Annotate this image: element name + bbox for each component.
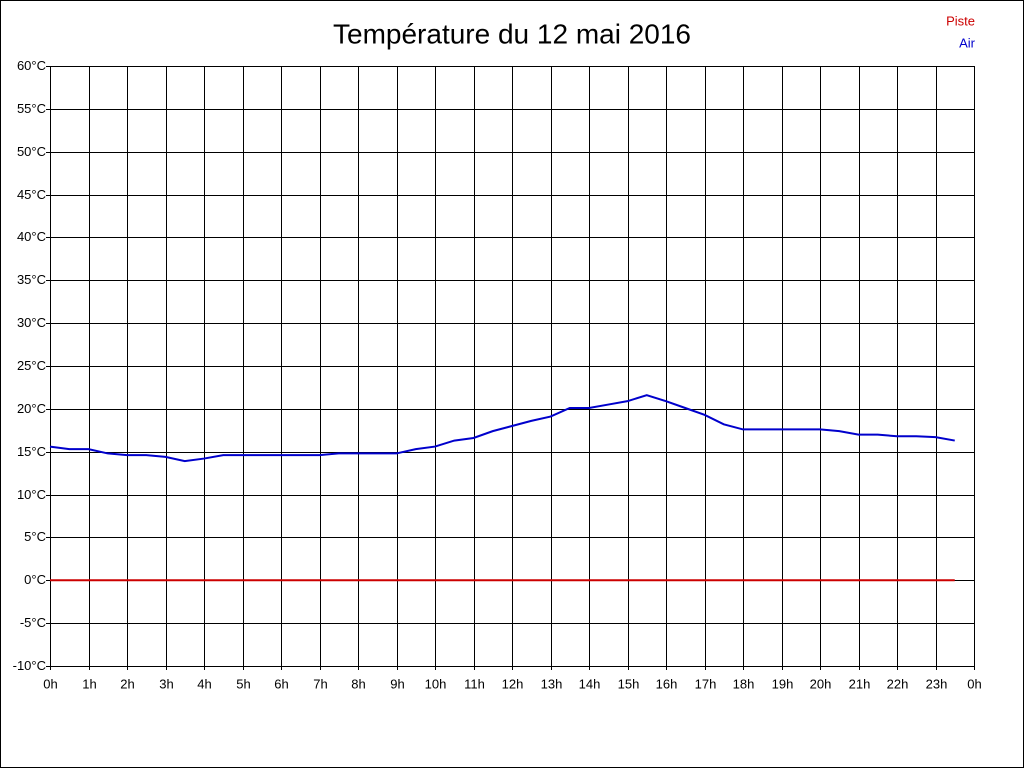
legend-label: Piste xyxy=(946,13,975,28)
x-tick-label: 9h xyxy=(390,676,404,691)
x-tick-label: 6h xyxy=(274,676,288,691)
y-tick-label: 45°C xyxy=(17,187,46,202)
x-tick-label: 15h xyxy=(618,676,640,691)
y-tick-label: 25°C xyxy=(17,358,46,373)
y-tick-label: 0°C xyxy=(24,572,46,587)
x-tick-label: 10h xyxy=(425,676,447,691)
x-tick-label: 14h xyxy=(579,676,601,691)
x-tick-label: 2h xyxy=(120,676,134,691)
y-tick-label: 35°C xyxy=(17,272,46,287)
x-tick-label: 22h xyxy=(887,676,909,691)
y-tick-label: -10°C xyxy=(13,658,46,673)
y-tick-label: 5°C xyxy=(24,529,46,544)
x-tick-label: 7h xyxy=(313,676,327,691)
legend-label: Air xyxy=(959,35,976,50)
y-tick-label: 10°C xyxy=(17,487,46,502)
x-tick-label: 20h xyxy=(810,676,832,691)
chart-title: Température du 12 mai 2016 xyxy=(333,18,691,49)
y-tick-label: 15°C xyxy=(17,444,46,459)
y-tick-label: 40°C xyxy=(17,229,46,244)
y-tick-label: 30°C xyxy=(17,315,46,330)
x-tick-label: 21h xyxy=(849,676,871,691)
x-tick-label: 8h xyxy=(351,676,365,691)
x-tick-label: 5h xyxy=(236,676,250,691)
x-tick-label: 16h xyxy=(656,676,678,691)
y-tick-label: 60°C xyxy=(17,58,46,73)
x-tick-label: 19h xyxy=(772,676,794,691)
x-tick-label: 18h xyxy=(733,676,755,691)
line-series xyxy=(49,394,955,463)
x-tick-label: 0h xyxy=(967,676,981,691)
x-tick-label: 0h xyxy=(43,676,57,691)
x-tick-label: 11h xyxy=(464,676,485,691)
x-tick-label: 13h xyxy=(541,676,563,691)
x-tick-label: 17h xyxy=(695,676,717,691)
y-tick-label: 20°C xyxy=(17,401,46,416)
x-tick-label: 3h xyxy=(159,676,173,691)
x-tick-label: 23h xyxy=(926,676,948,691)
y-tick-label: -5°C xyxy=(20,615,46,630)
y-tick-label: 55°C xyxy=(17,101,46,116)
y-tick-label: 50°C xyxy=(17,144,46,159)
x-tick-label: 1h xyxy=(82,676,96,691)
x-tick-label: 12h xyxy=(502,676,524,691)
x-tick-label: 4h xyxy=(197,676,211,691)
